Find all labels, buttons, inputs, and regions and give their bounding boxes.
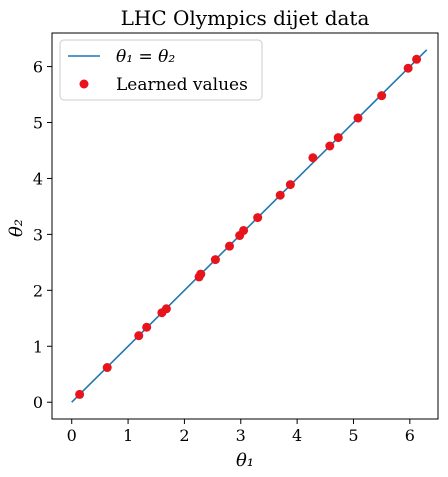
learned-value-point [325, 141, 335, 151]
learned-value-point [333, 133, 343, 143]
y-tick-label: 3 [33, 225, 43, 244]
plot-area [71, 49, 428, 403]
legend-dot-swatch [79, 79, 89, 89]
learned-value-point [412, 54, 422, 64]
y-tick-label: 0 [33, 393, 43, 412]
x-tick-label: 2 [179, 426, 189, 445]
chart-title: LHC Olympics dijet data [121, 6, 370, 30]
learned-value-point [210, 255, 220, 265]
x-tick-label: 5 [348, 426, 358, 445]
y-axis-label: θ₂ [6, 219, 27, 237]
learned-value-point [239, 225, 249, 235]
x-tick-label: 3 [236, 426, 246, 445]
y-tick-label: 5 [33, 114, 43, 133]
learned-value-point [308, 153, 318, 163]
learned-value-point [253, 213, 263, 223]
x-axis-label: θ₁ [236, 450, 254, 471]
legend-box [59, 39, 263, 101]
y-tick-label: 6 [33, 58, 43, 77]
identity-line [71, 49, 428, 403]
learned-value-point [377, 91, 387, 101]
learned-value-point [102, 363, 112, 373]
learned-value-point [134, 331, 144, 341]
learned-value-point [353, 113, 363, 123]
y-tick-label: 4 [33, 169, 43, 188]
learned-value-point [285, 180, 295, 190]
legend: θ₁ = θ₂ Learned values [59, 39, 263, 101]
y-tick-label: 1 [33, 337, 43, 356]
data-marks [75, 54, 422, 399]
learned-value-point [225, 241, 235, 251]
learned-value-point [161, 304, 171, 314]
learned-value-point [275, 190, 285, 200]
legend-scatter-label: Learned values [116, 75, 248, 95]
plot-frame [51, 32, 439, 420]
learned-value-point [403, 63, 413, 73]
learned-value-point [75, 389, 85, 399]
x-tick-label: 4 [292, 426, 302, 445]
y-tick-label: 2 [33, 281, 43, 300]
learned-value-point [196, 269, 206, 279]
axis-ticks: 0 1 2 3 4 5 6 0 1 2 3 4 5 6 [33, 58, 415, 445]
x-tick-label: 0 [67, 426, 77, 445]
legend-line-label: θ₁ = θ₂ [116, 47, 175, 67]
learned-value-point [142, 322, 152, 332]
x-tick-label: 6 [405, 426, 415, 445]
x-tick-label: 1 [123, 426, 133, 445]
